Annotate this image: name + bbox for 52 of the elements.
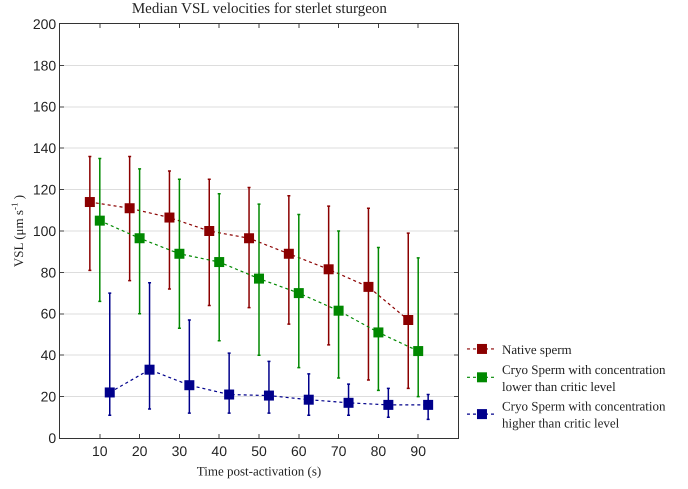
point [344, 398, 354, 408]
point [254, 274, 264, 284]
point [284, 248, 294, 259]
y-tick-label: 20 [40, 388, 56, 404]
point [403, 315, 414, 326]
x-tick-label: 20 [132, 442, 148, 459]
legend-label: Cryo Sperm with concentration lower than critic level [502, 362, 666, 394]
y-tick-label: 120 [32, 182, 56, 198]
point [363, 282, 374, 292]
x-tick-label: 90 [410, 442, 426, 459]
y-tick-label: 0 [48, 430, 56, 446]
x-tick-label: 10 [92, 442, 108, 459]
point [144, 364, 155, 375]
point [413, 346, 424, 356]
point [134, 233, 145, 244]
point [174, 248, 184, 259]
y-tick-label: 140 [32, 140, 56, 156]
y-tick-label: 40 [40, 347, 56, 364]
point [84, 197, 95, 208]
y-tick-label: 80 [40, 264, 56, 280]
legend-label: Cryo Sperm with concentration higher than critic level [502, 398, 666, 431]
x-tick-label: 50 [251, 442, 267, 459]
point [204, 226, 214, 236]
point [294, 288, 304, 298]
x-axis-title: Time post-activation (s) [196, 463, 322, 478]
point [324, 264, 334, 274]
x-tick-label: 30 [172, 442, 188, 459]
x-tick-label: 60 [291, 442, 307, 459]
y-tick-label: 160 [32, 98, 56, 115]
point [94, 216, 105, 226]
y-tick-label: 60 [40, 306, 56, 322]
point [214, 257, 224, 268]
y-tick-label: 100 [32, 222, 56, 239]
x-tick-label: 40 [211, 442, 228, 459]
y-tick-label: 200 [32, 16, 56, 32]
point [383, 400, 394, 410]
point [164, 212, 174, 223]
point [423, 400, 434, 410]
chart-title: Median VSL velocities for sterlet sturgeon [132, 0, 388, 17]
x-tick-label: 70 [330, 442, 347, 459]
point [184, 380, 194, 390]
point [334, 306, 344, 316]
legend-label: Native sperm [502, 342, 572, 358]
point [104, 387, 115, 398]
point [224, 390, 234, 400]
x-tick-label: 80 [370, 442, 386, 459]
point [304, 394, 314, 405]
y-tick-label: 180 [32, 57, 56, 74]
point [124, 203, 135, 214]
point [244, 233, 254, 244]
point [373, 327, 384, 338]
point [264, 390, 274, 401]
